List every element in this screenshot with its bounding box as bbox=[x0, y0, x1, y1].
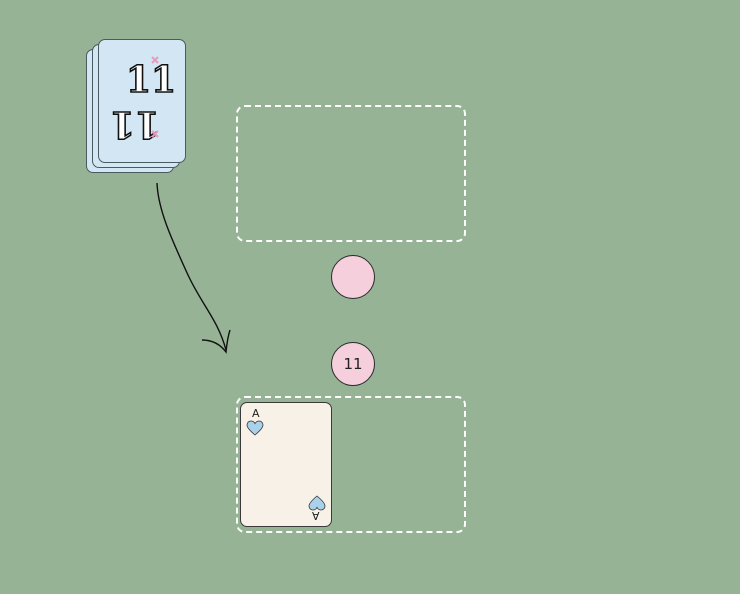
deck-card-top[interactable]: 11 11 bbox=[98, 39, 186, 163]
player-card-zone[interactable] bbox=[236, 396, 466, 533]
opponent-score-token bbox=[331, 255, 375, 299]
player-card[interactable]: A A bbox=[240, 402, 332, 527]
heart-icon bbox=[308, 495, 326, 511]
player-score-token: 11 bbox=[331, 342, 375, 386]
draw-pile[interactable]: 11 11 bbox=[86, 39, 190, 175]
card-rank-top: A bbox=[252, 407, 260, 420]
deck-logo-text-inverted: 11 bbox=[110, 103, 160, 145]
heart-icon bbox=[246, 420, 264, 436]
opponent-card-zone[interactable] bbox=[236, 105, 466, 242]
sparkle-icon bbox=[151, 56, 159, 138]
card-rank-bottom: A bbox=[312, 509, 320, 522]
deck-logo-text: 11 bbox=[126, 59, 176, 101]
draw-direction-arrow bbox=[156, 182, 231, 354]
deck-logo-icon: 11 11 bbox=[109, 56, 177, 146]
